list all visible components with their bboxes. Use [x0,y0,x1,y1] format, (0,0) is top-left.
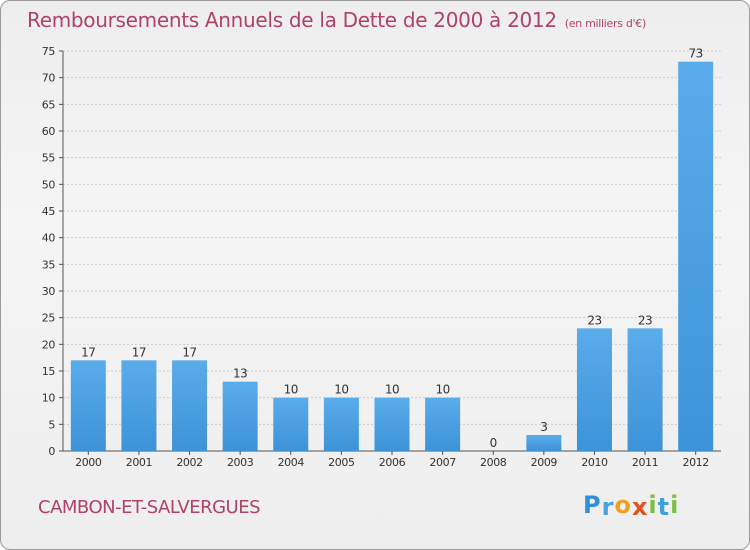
x-tick-label: 2009 [531,456,558,469]
data-label: 10 [284,383,298,397]
bar [70,360,106,451]
y-tick-label: 55 [42,152,56,165]
data-label: 10 [334,383,348,397]
logo-letter: P [583,491,602,519]
data-label: 10 [385,383,399,397]
y-tick-label: 75 [42,45,56,58]
commune-name: CAMBON-ET-SALVERGUES [38,497,261,518]
logo-letter: i [670,491,680,519]
x-tick-label: 2008 [480,456,507,469]
y-tick-label: 50 [42,178,56,191]
data-label: 23 [587,313,601,327]
title-text: Remboursements Annuels de la Dette de 20… [27,8,557,32]
bar [121,360,157,451]
proxiti-logo: Proxiti [583,491,680,521]
y-tick-label: 70 [42,72,56,85]
x-tick-label: 2005 [328,456,355,469]
x-tick-label: 2003 [227,456,254,469]
y-tick-label: 40 [42,232,56,245]
data-label: 17 [81,345,95,359]
logo-letter: r [601,493,615,521]
bar [425,397,461,451]
y-tick-label: 45 [42,205,56,218]
y-tick-label: 30 [42,285,56,298]
y-tick-label: 15 [42,365,56,378]
data-label: 73 [689,47,703,61]
data-label: 10 [435,383,449,397]
y-tick-label: 20 [42,338,56,351]
x-tick-label: 2010 [581,456,608,469]
x-tick-label: 2006 [379,456,406,469]
bar [323,397,359,451]
x-tick-label: 2011 [632,456,658,469]
y-tick-label: 0 [48,445,55,458]
x-tick-label: 2004 [278,456,305,469]
data-label: 17 [182,345,196,359]
data-label: 17 [132,345,146,359]
logo-letter: x [631,493,649,521]
chart-title: Remboursements Annuels de la Dette de 20… [27,8,646,32]
x-tick-label: 2002 [176,456,202,469]
logo-letter: o [614,491,632,519]
x-tick-label: 2000 [75,456,102,469]
bar [374,397,410,451]
x-tick-label: 2007 [429,456,456,469]
logo-letter: t [657,493,671,521]
y-tick-label: 65 [42,98,56,111]
data-label: 13 [233,367,247,381]
y-tick-label: 60 [42,125,56,138]
data-label: 3 [540,420,547,434]
bar [678,61,714,452]
data-label: 0 [490,436,497,450]
x-tick-label: 2001 [126,456,152,469]
bar [172,360,208,451]
data-label: 23 [638,313,652,327]
bar [526,435,562,451]
y-tick-label: 10 [42,392,56,405]
bar [222,381,258,451]
bar [273,397,309,451]
y-tick-label: 5 [48,418,55,431]
x-tick-label: 2012 [682,456,708,469]
bar [627,328,663,451]
y-tick-label: 35 [42,258,56,271]
title-unit: (en milliers d'€) [564,17,646,30]
logo-letter: i [648,491,658,519]
y-tick-label: 25 [42,312,56,325]
bar [576,328,612,451]
